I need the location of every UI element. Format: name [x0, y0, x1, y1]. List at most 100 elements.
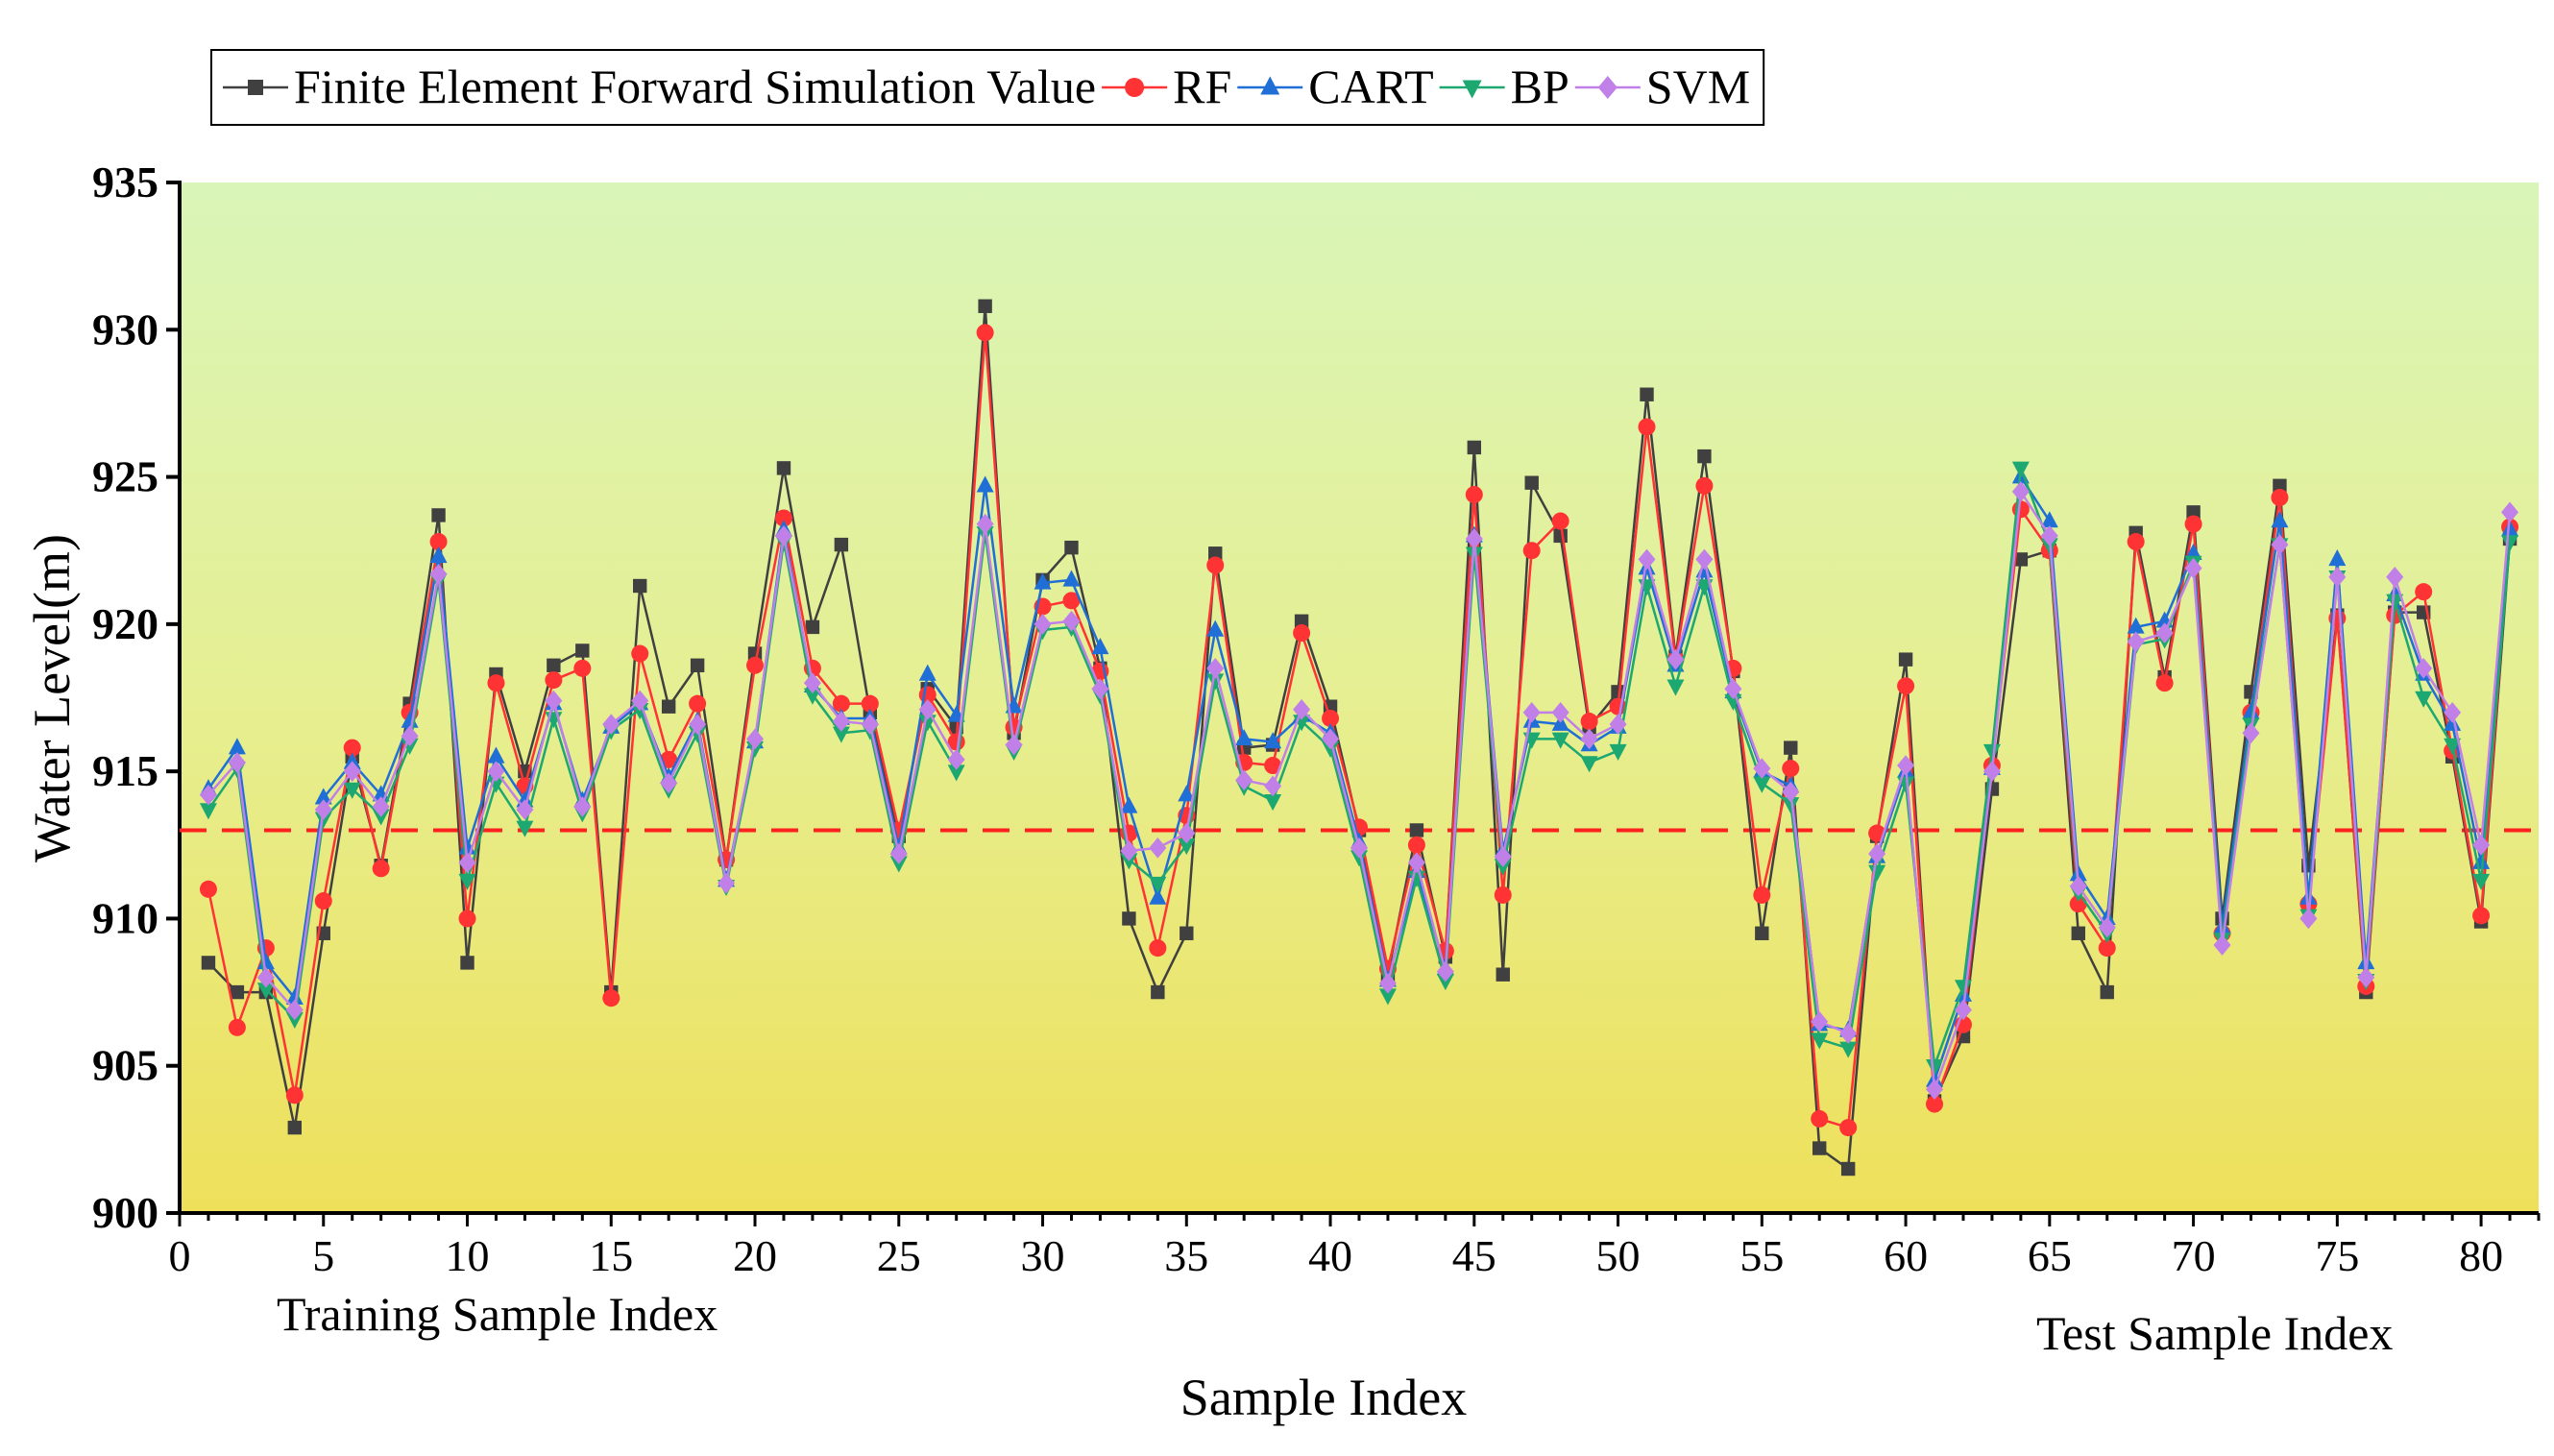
x-tick-label: 40 [1308, 1231, 1352, 1280]
legend-marker-svm [1597, 76, 1618, 99]
data-point-cart [2299, 887, 2318, 905]
test-annotation: Test Sample Index [2036, 1306, 2393, 1360]
legend-label-rf: RF [1173, 60, 1231, 113]
y-tick-label: 905 [92, 1041, 158, 1090]
data-point-svm [2069, 875, 2087, 897]
y-axis-title: Water Level(m) [23, 534, 81, 862]
data-point-rf [1753, 886, 1771, 904]
x-tick-label: 5 [312, 1231, 334, 1280]
data-point-svm [1551, 702, 1569, 723]
data-point-svm [1580, 728, 1598, 750]
data-point-svm [1724, 678, 1742, 700]
data-point-cart [2501, 520, 2519, 537]
data-point-svm [1897, 755, 1915, 776]
data-point-finite-element-forward-simulation-value [1409, 823, 1424, 837]
data-point-svm [1062, 610, 1081, 632]
data-point-svm [1120, 840, 1138, 861]
data-point-cart [1091, 638, 1109, 655]
data-point-bp [1580, 756, 1598, 773]
data-point-rf [458, 910, 476, 928]
data-point-rf [429, 533, 448, 551]
data-point-cart [314, 788, 332, 805]
data-point-finite-element-forward-simulation-value [1611, 685, 1625, 699]
data-point-finite-element-forward-simulation-value [287, 1120, 303, 1135]
data-point-cart [2127, 617, 2145, 634]
data-point-cart [2328, 549, 2347, 567]
data-point-rf [2184, 515, 2202, 533]
data-point-bp [1350, 850, 1368, 867]
data-point-rf [372, 860, 390, 878]
data-point-finite-element-forward-simulation-value [1122, 911, 1136, 926]
data-point-rf [689, 694, 707, 713]
data-point-bp [343, 782, 361, 799]
legend-label-bp: BP [1511, 60, 1569, 113]
data-point-svm [689, 714, 707, 735]
data-point-cart [228, 738, 246, 755]
y-tick-label: 925 [92, 452, 158, 501]
tick-labels: 900 905 910 915 920 925 930 935 0 5 10 15 20 25 30 35 40… [92, 158, 2541, 1280]
data-point-svm [774, 525, 792, 546]
data-point-cart [1206, 619, 1225, 637]
data-point-finite-element-forward-simulation-value [1697, 449, 1712, 464]
legend-marker-bp [1462, 80, 1482, 99]
data-point-cart [976, 475, 994, 493]
data-point-svm [545, 690, 563, 712]
data-point-rf [228, 1018, 246, 1036]
data-point-cart [429, 546, 448, 564]
x-tick-label: 0 [169, 1231, 191, 1280]
data-point-finite-element-forward-simulation-value [460, 956, 474, 970]
data-point-rf [1149, 939, 1167, 958]
x-tick-label: 30 [1021, 1231, 1065, 1280]
data-point-rf [2155, 674, 2174, 692]
data-point-cart [2271, 511, 2289, 528]
data-point-svm [1811, 1010, 1829, 1032]
data-point-bp [746, 740, 765, 758]
data-point-finite-element-forward-simulation-value [575, 643, 590, 658]
data-point-bp [1782, 797, 1800, 814]
data-point-finite-element-forward-simulation-value [805, 619, 820, 635]
data-point-rf [774, 509, 792, 527]
data-point-svm [2098, 916, 2116, 938]
data-point-finite-element-forward-simulation-value [2100, 984, 2114, 1000]
x-tick-label: 75 [2315, 1231, 2359, 1280]
data-point-svm [285, 999, 304, 1021]
data-point-bp [832, 726, 850, 743]
x-tick-label: 65 [2028, 1231, 2072, 1280]
data-point-svm [631, 690, 649, 712]
data-point-rf [487, 674, 505, 692]
data-point-rf [2271, 489, 2289, 507]
data-point-svm [1034, 614, 1052, 635]
data-point-svm [199, 784, 217, 806]
data-point-svm [314, 799, 332, 820]
data-point-finite-element-forward-simulation-value [1151, 984, 1165, 1000]
data-point-rf [1206, 556, 1225, 574]
data-point-bp [285, 1011, 304, 1030]
data-point-svm [458, 852, 476, 873]
data-point-finite-element-forward-simulation-value [2013, 552, 2029, 567]
data-point-svm [2271, 534, 2289, 555]
data-point-bp [803, 688, 821, 705]
data-point-bp [1264, 794, 1282, 812]
data-point-svm [947, 749, 965, 770]
data-point-bp [487, 776, 505, 793]
data-point-cart [1178, 785, 1196, 802]
data-point-bp [1322, 740, 1340, 758]
x-tick-label: 60 [1884, 1231, 1928, 1280]
data-point-bp [2444, 738, 2462, 755]
data-point-cart [487, 746, 505, 764]
data-point-cart [1120, 796, 1138, 813]
data-point-cart [918, 664, 936, 681]
data-point-cart [2040, 511, 2058, 528]
data-point-svm [2213, 934, 2231, 956]
data-point-rf [199, 880, 217, 898]
y-tick-label: 930 [92, 304, 158, 353]
data-point-bp [1178, 838, 1196, 856]
data-point-rf [1926, 1095, 1944, 1113]
legend-marker-finite-element-forward-simulation-value [248, 80, 263, 95]
data-point-svm [2127, 631, 2145, 653]
data-point-svm [1666, 648, 1685, 670]
y-tick-label: 915 [92, 746, 158, 795]
data-point-svm [1954, 999, 1972, 1021]
data-point-bp [516, 820, 534, 837]
data-point-finite-element-forward-simulation-value [1496, 967, 1510, 982]
